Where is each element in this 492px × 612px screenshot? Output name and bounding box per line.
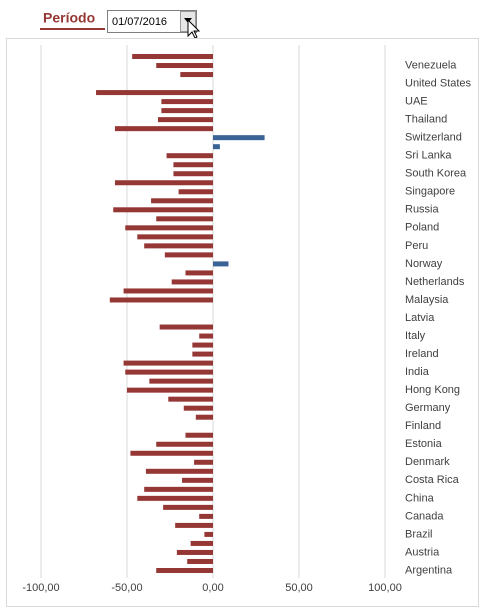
bar	[173, 171, 213, 177]
chart-frame	[6, 38, 479, 607]
y-tick-label: Norway	[405, 258, 443, 270]
y-tick-label: Russia	[405, 204, 440, 216]
bar	[161, 99, 213, 105]
bar	[149, 378, 213, 384]
bar	[127, 387, 213, 393]
y-tick-label: Peru	[405, 240, 428, 252]
bar	[195, 414, 213, 420]
y-tick-label: Latvia	[405, 312, 435, 324]
y-tick-label: Malaysia	[405, 294, 449, 306]
x-tick-label: 100,00	[368, 582, 402, 594]
bar	[187, 558, 213, 564]
date-dropdown[interactable]	[107, 10, 197, 33]
bar	[175, 522, 213, 528]
bar	[164, 252, 213, 258]
y-tick-label: India	[405, 366, 430, 378]
bar	[113, 207, 213, 213]
bar	[180, 72, 213, 78]
y-tick-label: Finland	[405, 420, 441, 432]
y-tick-label: Denmark	[405, 456, 450, 468]
bar	[166, 153, 213, 159]
y-tick-label: Switzerland	[405, 132, 462, 144]
bar	[183, 405, 213, 411]
bar	[137, 234, 213, 240]
bar	[123, 360, 213, 366]
x-tick-label: 0,00	[202, 582, 223, 594]
x-tick-label: 50,00	[285, 582, 313, 594]
bar	[182, 477, 213, 483]
bar	[185, 432, 213, 438]
bar	[145, 468, 213, 474]
bar	[199, 333, 213, 339]
y-tick-label: Brazil	[405, 528, 433, 540]
bar	[176, 549, 213, 555]
bar	[168, 396, 213, 402]
y-tick-label: Canada	[405, 510, 444, 522]
dropdown-value: 01/07/2016	[112, 16, 167, 28]
bar	[151, 198, 213, 204]
bar	[157, 117, 213, 123]
bar	[144, 243, 213, 249]
y-tick-label: Sri Lanka	[405, 150, 452, 162]
x-tick-label: -100,00	[22, 582, 59, 594]
y-tick-label: China	[405, 492, 435, 504]
bar	[159, 324, 213, 330]
x-tick-label: -50,00	[111, 582, 142, 594]
bar	[173, 162, 213, 168]
bar	[213, 135, 265, 141]
filter-label: Período	[43, 10, 95, 26]
bar	[125, 225, 213, 231]
bar	[156, 441, 213, 447]
bar	[185, 270, 213, 276]
bar	[123, 288, 213, 294]
bar	[96, 90, 213, 96]
bar	[192, 351, 213, 357]
y-tick-label: United States	[405, 77, 472, 89]
bar	[194, 459, 213, 465]
y-tick-label: Singapore	[405, 186, 455, 198]
y-tick-label: Hong Kong	[405, 384, 460, 396]
bar	[213, 261, 229, 267]
mouse-cursor	[187, 18, 201, 39]
y-tick-label: Germany	[405, 402, 451, 414]
bar	[204, 531, 213, 537]
y-tick-label: Venezuela	[405, 59, 457, 71]
y-tick-label: Netherlands	[405, 276, 465, 288]
bar	[199, 513, 213, 519]
bar	[109, 297, 213, 303]
bar	[130, 450, 213, 456]
bar	[190, 540, 213, 546]
bar	[178, 189, 213, 195]
y-tick-label: Poland	[405, 222, 439, 234]
bar	[137, 495, 213, 501]
bar	[125, 369, 213, 375]
bar	[132, 54, 213, 60]
bar	[192, 342, 213, 348]
bar	[156, 63, 213, 69]
y-tick-label: Argentina	[405, 564, 453, 576]
bar	[161, 108, 213, 114]
y-tick-label: UAE	[405, 96, 428, 108]
bar	[171, 279, 213, 285]
bar	[156, 216, 213, 222]
y-tick-label: Costa Rica	[405, 474, 460, 486]
bar	[114, 180, 213, 186]
y-tick-label: Italy	[405, 330, 426, 342]
bar	[114, 126, 213, 132]
bar	[144, 486, 213, 492]
bar	[163, 504, 213, 510]
y-tick-label: South Korea	[405, 168, 467, 180]
bar	[213, 144, 220, 150]
y-tick-label: Thailand	[405, 114, 447, 126]
y-tick-label: Estonia	[405, 438, 443, 450]
bar	[156, 567, 213, 573]
y-tick-label: Ireland	[405, 348, 439, 360]
y-tick-label: Austria	[405, 546, 440, 558]
